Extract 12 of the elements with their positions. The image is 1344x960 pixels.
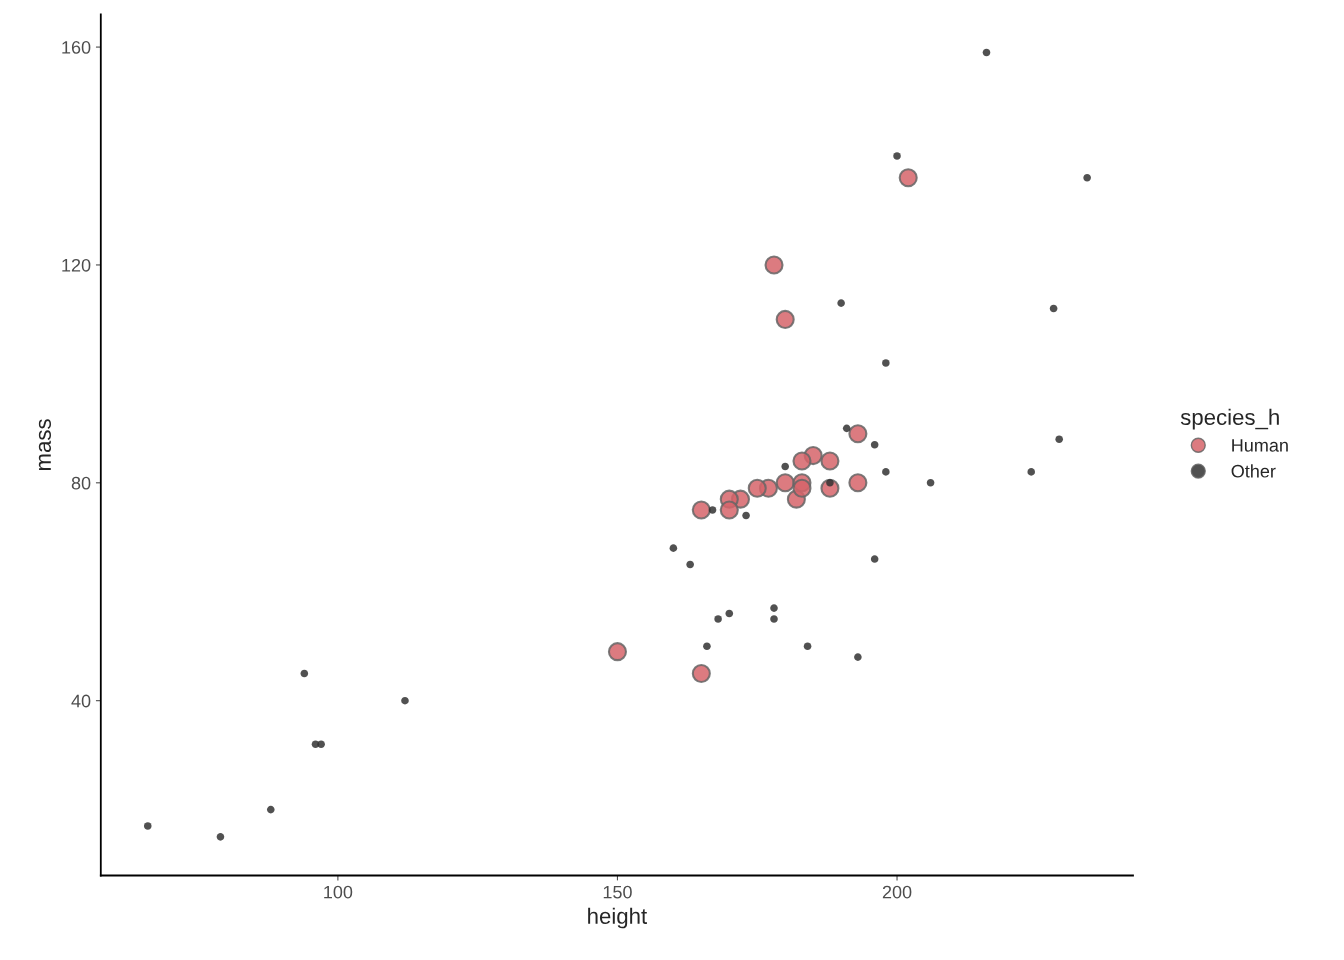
y-tick-label: 120 (62, 258, 91, 272)
y-tick-label: 40 (71, 694, 91, 708)
legend-title: species_h (1180, 408, 1279, 430)
x-axis-title: height (588, 907, 648, 929)
y-tick-label: 80 (71, 476, 91, 490)
legend-label: Human (1232, 439, 1288, 452)
x-tick-label: 150 (603, 885, 632, 899)
y-tick-label: 160 (62, 41, 91, 54)
legend-label: Other (1231, 464, 1276, 478)
y-axis-title: mass (38, 419, 52, 471)
x-tick-label: 100 (324, 885, 353, 899)
x-tick-label: 200 (882, 885, 912, 899)
